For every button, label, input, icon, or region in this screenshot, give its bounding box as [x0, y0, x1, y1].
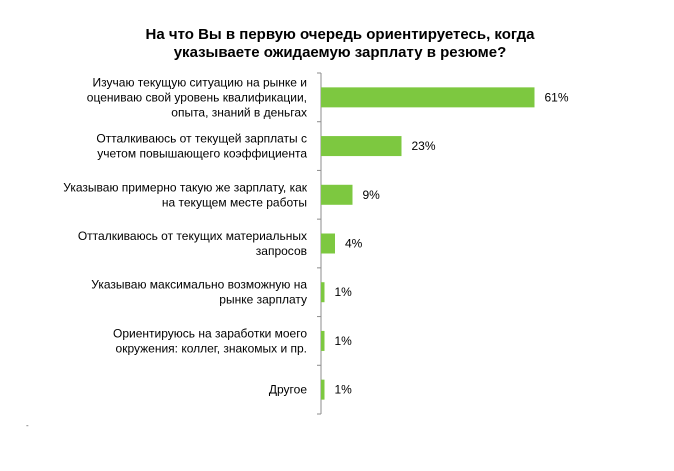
category-label: Отталкиваюсь от текущей зарплаты с учетом…	[96, 132, 307, 161]
bar-value-label: 1%	[335, 334, 353, 348]
bar-value-label: 9%	[363, 188, 381, 202]
category-label: Отталкиваюсь от текущих материальных запр…	[78, 229, 307, 258]
bar	[321, 136, 402, 157]
category-label: Другое	[269, 383, 307, 397]
bar-value-label: 23%	[412, 139, 436, 153]
bar-value-label: 1%	[335, 285, 353, 299]
footnote-mark: -	[26, 421, 29, 430]
bar	[321, 379, 325, 400]
category-label: Ориентируюсь на заработки моего окружения…	[113, 326, 307, 355]
bar-value-label: 1%	[335, 383, 353, 397]
bar-value-label: 4%	[345, 237, 363, 251]
bar	[321, 282, 325, 303]
bar-value-label: 61%	[545, 90, 569, 104]
bar	[321, 233, 335, 254]
chart-title: На что Вы в первую очередь ориентируетес…	[145, 26, 535, 61]
category-label: Указываю примерно такую же зарплату, как…	[63, 180, 307, 209]
category-label: Изучаю текущую ситуацию на рынке и оценив…	[87, 75, 307, 119]
category-label: Указываю максимально возможную на рынке з…	[91, 278, 307, 307]
bar	[321, 330, 325, 351]
bar	[321, 87, 535, 108]
bar	[321, 184, 353, 205]
